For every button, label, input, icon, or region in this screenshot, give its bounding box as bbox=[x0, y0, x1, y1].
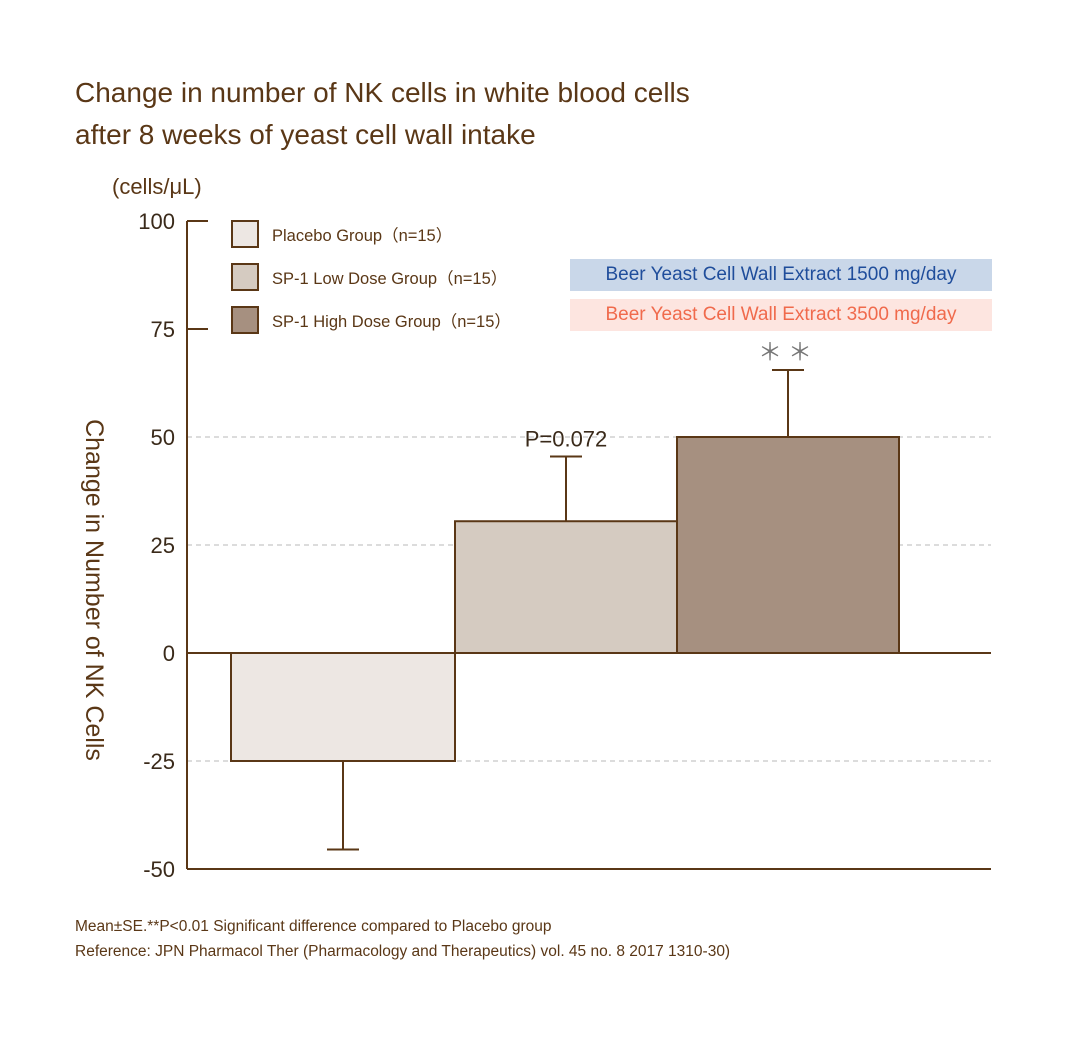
legend-swatch-1 bbox=[231, 263, 259, 291]
footnote-stats: Mean±SE.**P<0.01 Significant difference … bbox=[75, 918, 552, 935]
dose-tag-1500: Beer Yeast Cell Wall Extract 1500 mg/day bbox=[570, 259, 992, 291]
bar-2 bbox=[676, 436, 900, 654]
unit-label: (cells/μL) bbox=[112, 174, 202, 199]
title-line-2: after 8 weeks of yeast cell wall intake bbox=[75, 119, 536, 150]
bar-0 bbox=[230, 652, 456, 762]
footnote-reference: Reference: JPN Pharmacol Ther (Pharmacol… bbox=[75, 943, 731, 960]
annotation-1: P=0.072 bbox=[525, 426, 608, 451]
legend-label-2: SP-1 High Dose Group（n=15） bbox=[272, 312, 511, 331]
y-tick-label: -50 bbox=[143, 857, 175, 882]
y-tick-label: 50 bbox=[151, 425, 175, 450]
title-line-1: Change in number of NK cells in white bl… bbox=[75, 77, 690, 108]
bar-1 bbox=[454, 520, 678, 654]
y-tick-label: -25 bbox=[143, 749, 175, 774]
legend-swatch-0 bbox=[231, 220, 259, 248]
legend-swatch-2 bbox=[231, 306, 259, 334]
legend-label-1: SP-1 Low Dose Group（n=15） bbox=[272, 269, 507, 288]
y-tick-label: 100 bbox=[138, 209, 175, 234]
y-tick-label: 75 bbox=[151, 317, 175, 342]
y-axis-label: Change in Number of NK Cells bbox=[80, 419, 108, 761]
dose-tag-3500: Beer Yeast Cell Wall Extract 3500 mg/day bbox=[570, 299, 992, 331]
y-tick-label: 0 bbox=[163, 641, 175, 666]
y-tick-label: 25 bbox=[151, 533, 175, 558]
footnotes: Mean±SE.**P<0.01 Significant difference … bbox=[75, 914, 730, 964]
annotation-2: ＊＊ bbox=[758, 339, 818, 366]
chart-title: Change in number of NK cells in white bl… bbox=[75, 72, 690, 156]
legend-label-0: Placebo Group（n=15） bbox=[272, 226, 452, 245]
